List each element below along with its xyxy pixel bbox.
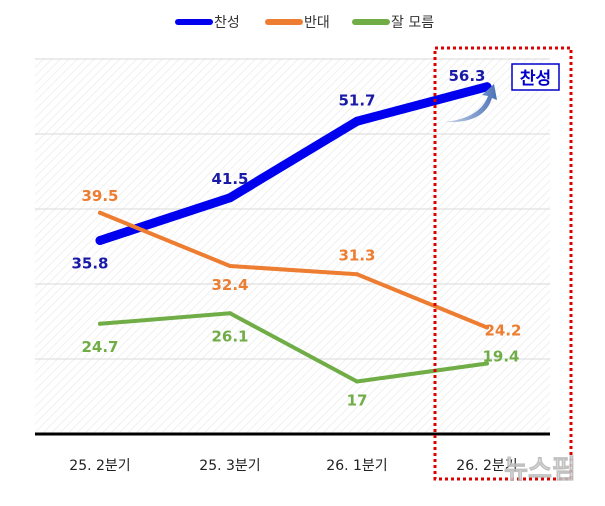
data-point [352,116,362,126]
data-point [98,210,102,215]
data-label: 32.4 [211,276,248,294]
legend-label: 잘 모름 [391,15,434,31]
x-tick-label: 25. 3분기 [199,458,260,474]
data-label: 31.3 [338,246,375,264]
data-point [355,272,359,277]
legend-label: 찬성 [214,15,240,31]
annotation-label: 찬성 [520,69,551,89]
data-label: 41.5 [211,170,248,188]
x-tick-label: 25. 2분기 [69,458,130,474]
data-point [485,361,489,366]
data-point [98,321,102,326]
data-label: 39.5 [81,187,118,205]
series-line [95,82,492,245]
data-label: 51.7 [338,91,375,109]
data-label: 24.2 [484,322,521,340]
data-point [228,264,232,268]
watermark: 뉴스핌 [504,455,576,485]
series-line [98,210,489,330]
x-tick-label: 26. 2분기 [456,458,517,474]
series-line [98,311,489,384]
data-label: 56.3 [448,67,485,85]
data-point [355,379,359,384]
data-label: 24.7 [81,338,118,356]
highlight-box [433,46,573,481]
data-label: 17 [347,392,368,410]
data-label: 35.8 [71,255,108,273]
data-label: 26.1 [211,327,248,345]
x-tick-label: 26. 1분기 [326,458,387,474]
legend-label: 반대 [304,15,330,31]
data-point [225,193,235,203]
data-point [228,311,232,316]
up-arrow-icon [445,84,497,123]
annotation-box [511,63,560,91]
data-point [95,236,105,245]
data-point [485,325,489,330]
data-label: 19.4 [482,348,519,366]
